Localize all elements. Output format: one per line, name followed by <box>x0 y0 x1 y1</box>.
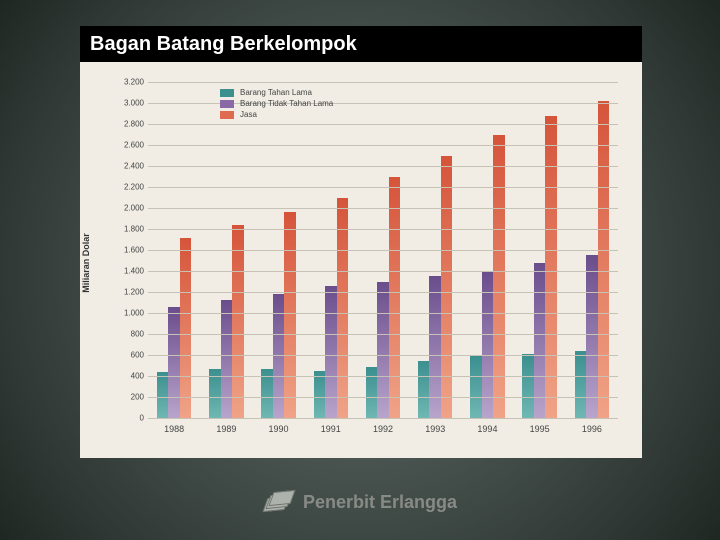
legend: Barang Tahan Lama Barang Tidak Tahan Lama… <box>220 88 333 121</box>
x-tick-label: 1995 <box>530 424 550 434</box>
chart-panel: Miliaran Dolar 02004006008001.0001.2001.… <box>80 62 642 458</box>
x-tick-label: 1989 <box>216 424 236 434</box>
bar <box>325 286 336 418</box>
y-tick-label: 3.200 <box>124 78 148 87</box>
bar <box>418 361 429 418</box>
grid-line <box>148 334 618 335</box>
legend-item: Barang Tidak Tahan Lama <box>220 99 333 108</box>
grid-line <box>148 397 618 398</box>
legend-swatch <box>220 100 234 108</box>
bar <box>180 238 191 418</box>
bar <box>157 372 168 418</box>
y-tick-label: 2.000 <box>124 204 148 213</box>
y-tick-label: 200 <box>131 393 148 402</box>
bar <box>598 101 609 418</box>
bar <box>337 198 348 419</box>
slide-title: Bagan Batang Berkelompok <box>90 33 357 56</box>
bar <box>522 354 533 418</box>
y-tick-label: 600 <box>131 351 148 360</box>
y-tick-label: 3.000 <box>124 99 148 108</box>
y-tick-label: 1.000 <box>124 309 148 318</box>
y-tick-label: 1.200 <box>124 288 148 297</box>
chart-area: Miliaran Dolar 02004006008001.0001.2001.… <box>120 82 628 444</box>
y-tick-label: 2.400 <box>124 162 148 171</box>
grid-line <box>148 82 618 83</box>
bar <box>366 367 377 418</box>
grid-line <box>148 166 618 167</box>
legend-swatch <box>220 89 234 97</box>
footer: Penerbit Erlangga <box>0 491 720 518</box>
grid-line <box>148 145 618 146</box>
x-tick-label: 1993 <box>425 424 445 434</box>
bar <box>482 271 493 418</box>
y-tick-label: 800 <box>131 330 148 339</box>
x-tick-label: 1996 <box>582 424 602 434</box>
bar <box>534 263 545 418</box>
publisher-logo-icon <box>263 491 291 513</box>
bar <box>575 351 586 418</box>
grid-line <box>148 229 618 230</box>
legend-label: Jasa <box>240 110 257 119</box>
grid-line <box>148 250 618 251</box>
x-tick-label: 1991 <box>321 424 341 434</box>
bar <box>441 156 452 419</box>
legend-label: Barang Tidak Tahan Lama <box>240 99 333 108</box>
x-tick-label: 1992 <box>373 424 393 434</box>
grid-line <box>148 271 618 272</box>
grid-line <box>148 418 618 419</box>
bar <box>221 300 232 418</box>
x-tick-label: 1990 <box>269 424 289 434</box>
grid-line <box>148 313 618 314</box>
grid-line <box>148 124 618 125</box>
grid-line <box>148 187 618 188</box>
legend-item: Barang Tahan Lama <box>220 88 333 97</box>
grid-line <box>148 103 618 104</box>
grid-line <box>148 376 618 377</box>
grid-line <box>148 355 618 356</box>
y-tick-label: 2.800 <box>124 120 148 129</box>
x-tick-label: 1994 <box>477 424 497 434</box>
y-tick-label: 1.400 <box>124 267 148 276</box>
y-tick-label: 0 <box>140 414 148 423</box>
grid-line <box>148 208 618 209</box>
y-axis-label: Miliaran Dolar <box>81 233 91 293</box>
bar <box>545 116 556 418</box>
bar <box>168 307 179 418</box>
grid-line <box>148 292 618 293</box>
title-bar: Bagan Batang Berkelompok <box>80 26 642 62</box>
slide-root: Bagan Batang Berkelompok Miliaran Dolar … <box>0 0 720 540</box>
y-tick-label: 400 <box>131 372 148 381</box>
bar <box>284 212 295 418</box>
y-tick-label: 2.200 <box>124 183 148 192</box>
legend-label: Barang Tahan Lama <box>240 88 312 97</box>
bar <box>232 225 243 418</box>
y-tick-label: 2.600 <box>124 141 148 150</box>
footer-text: Penerbit Erlangga <box>303 492 457 513</box>
bar <box>314 371 325 418</box>
y-tick-label: 1.600 <box>124 246 148 255</box>
y-tick-label: 1.800 <box>124 225 148 234</box>
bar <box>586 255 597 418</box>
x-tick-label: 1988 <box>164 424 184 434</box>
x-axis: 1988 1989 1990 1991 1992 1993 1994 1995 1996 <box>148 420 618 444</box>
bar <box>470 356 481 418</box>
bar <box>389 177 400 419</box>
legend-swatch <box>220 111 234 119</box>
plot-area: 02004006008001.0001.2001.4001.6001.8002.… <box>148 82 618 418</box>
legend-item: Jasa <box>220 110 333 119</box>
